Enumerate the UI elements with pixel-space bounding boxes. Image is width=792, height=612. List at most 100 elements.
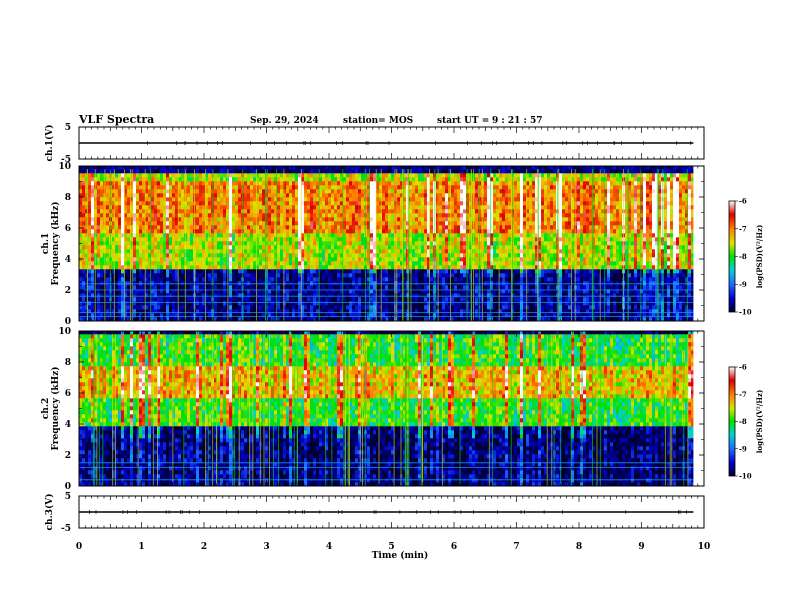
spectrogram-cell <box>106 233 109 237</box>
spectrogram-cell <box>388 237 391 241</box>
spectrogram-cell <box>391 305 394 309</box>
spectrogram-cell <box>106 253 109 257</box>
spectrogram-cell <box>253 173 256 177</box>
spectrogram-cell <box>322 253 325 257</box>
spectrogram-cell <box>358 213 361 217</box>
spectrogram-cell <box>388 177 391 181</box>
spectrogram-cell <box>262 225 265 229</box>
spectrogram-cell <box>133 301 136 305</box>
spectrogram-cell <box>430 217 433 221</box>
spectrogram-cell <box>166 201 169 205</box>
spectrogram-cell <box>118 265 121 269</box>
spectrogram-cell <box>418 189 421 193</box>
spectrogram-cell <box>262 273 265 277</box>
spectrogram-cell <box>292 257 295 261</box>
spectrogram-cell <box>346 217 349 221</box>
spectrogram-column <box>304 166 307 321</box>
spectrogram-cell <box>271 213 274 217</box>
spectrogram-cell <box>250 265 253 269</box>
spectrogram-cell <box>166 221 169 225</box>
spectrogram-cell <box>424 177 427 181</box>
spectrogram-cell <box>385 185 388 189</box>
spectrogram-cell <box>169 201 172 205</box>
spectrogram-cell <box>106 301 109 305</box>
spectrogram-cell <box>97 269 100 273</box>
spectrogram-cell <box>247 249 250 253</box>
spectrogram-column <box>370 166 373 321</box>
spectrogram-cell <box>121 281 124 285</box>
spectrogram-cell <box>244 173 247 177</box>
spectrogram-cell <box>268 177 271 181</box>
spectrogram-cell <box>121 285 124 289</box>
spectrogram-cell <box>142 217 145 221</box>
spectrogram-cell <box>283 213 286 217</box>
spectrogram-cell <box>169 269 172 273</box>
spectrogram-cell <box>136 249 139 253</box>
spectrogram-cell <box>361 189 364 193</box>
spectrogram-column <box>283 166 286 321</box>
spectrogram-cell <box>343 297 346 301</box>
spectrogram-cell <box>385 269 388 273</box>
spectrogram-cell <box>388 249 391 253</box>
spectrogram-cell <box>322 241 325 245</box>
spectrogram-cell <box>325 237 328 241</box>
spectrogram-cell <box>310 181 313 185</box>
spectrogram-cell <box>229 305 232 309</box>
spectrogram-cell <box>121 205 124 209</box>
spectrogram-cell <box>181 305 184 309</box>
spectrogram-cell <box>310 285 313 289</box>
spectrogram-cell <box>217 205 220 209</box>
spectrogram-cell <box>229 193 232 197</box>
spectrogram-cell <box>415 185 418 189</box>
spectrogram-cell <box>199 225 202 229</box>
spectrogram-cell <box>313 265 316 269</box>
spectrogram-cell <box>202 281 205 285</box>
spectrogram-cell <box>118 277 121 281</box>
spectrogram-cell <box>91 265 94 269</box>
spectrogram-cell <box>202 197 205 201</box>
spectrogram-cell <box>202 217 205 221</box>
spectrogram-cell <box>196 205 199 209</box>
spectrogram-cell <box>424 257 427 261</box>
spectrogram-cell <box>352 185 355 189</box>
spectrogram-cell <box>142 169 145 173</box>
spectrogram-cell <box>82 221 85 225</box>
spectrogram-cell <box>136 213 139 217</box>
spectrogram-cell <box>217 249 220 253</box>
spectrogram-cell <box>331 225 334 229</box>
spectrogram-cell <box>322 233 325 237</box>
spectrogram-cell <box>139 201 142 205</box>
spectrogram-cell <box>352 261 355 265</box>
spectrogram-cell <box>289 233 292 237</box>
spectrogram-cell <box>430 241 433 245</box>
spectrogram-cell <box>283 177 286 181</box>
spectrogram-cell <box>409 201 412 205</box>
spectrogram-cell <box>388 185 391 189</box>
spectrogram-cell <box>292 225 295 229</box>
spectrogram-cell <box>316 297 319 301</box>
spectrogram-cell <box>196 189 199 193</box>
spectrogram-cell <box>388 281 391 285</box>
spectrogram-cell <box>313 293 316 297</box>
spectrogram-cell <box>316 249 319 253</box>
spectrogram-cell <box>88 169 91 173</box>
spectrogram-cell <box>352 293 355 297</box>
spectrogram-cell <box>202 209 205 213</box>
spectrogram-cell <box>100 213 103 217</box>
spectrogram-cell <box>214 213 217 217</box>
spectrogram-cell <box>373 241 376 245</box>
spectrogram-cell <box>316 209 319 213</box>
spectrogram-cell <box>160 301 163 305</box>
spectrogram-cell <box>307 217 310 221</box>
spectrogram-cell <box>202 301 205 305</box>
spectrogram-cell <box>100 273 103 277</box>
spectrogram-cell <box>271 253 274 257</box>
spectrogram-cell <box>136 221 139 225</box>
spectrogram-cell <box>118 261 121 265</box>
spectrogram-column <box>313 166 316 321</box>
spectrogram-cell <box>421 185 424 189</box>
spectrogram-cell <box>217 237 220 241</box>
spectrogram-cell <box>196 249 199 253</box>
spectrogram-cell <box>289 189 292 193</box>
spectrogram-cell <box>181 229 184 233</box>
